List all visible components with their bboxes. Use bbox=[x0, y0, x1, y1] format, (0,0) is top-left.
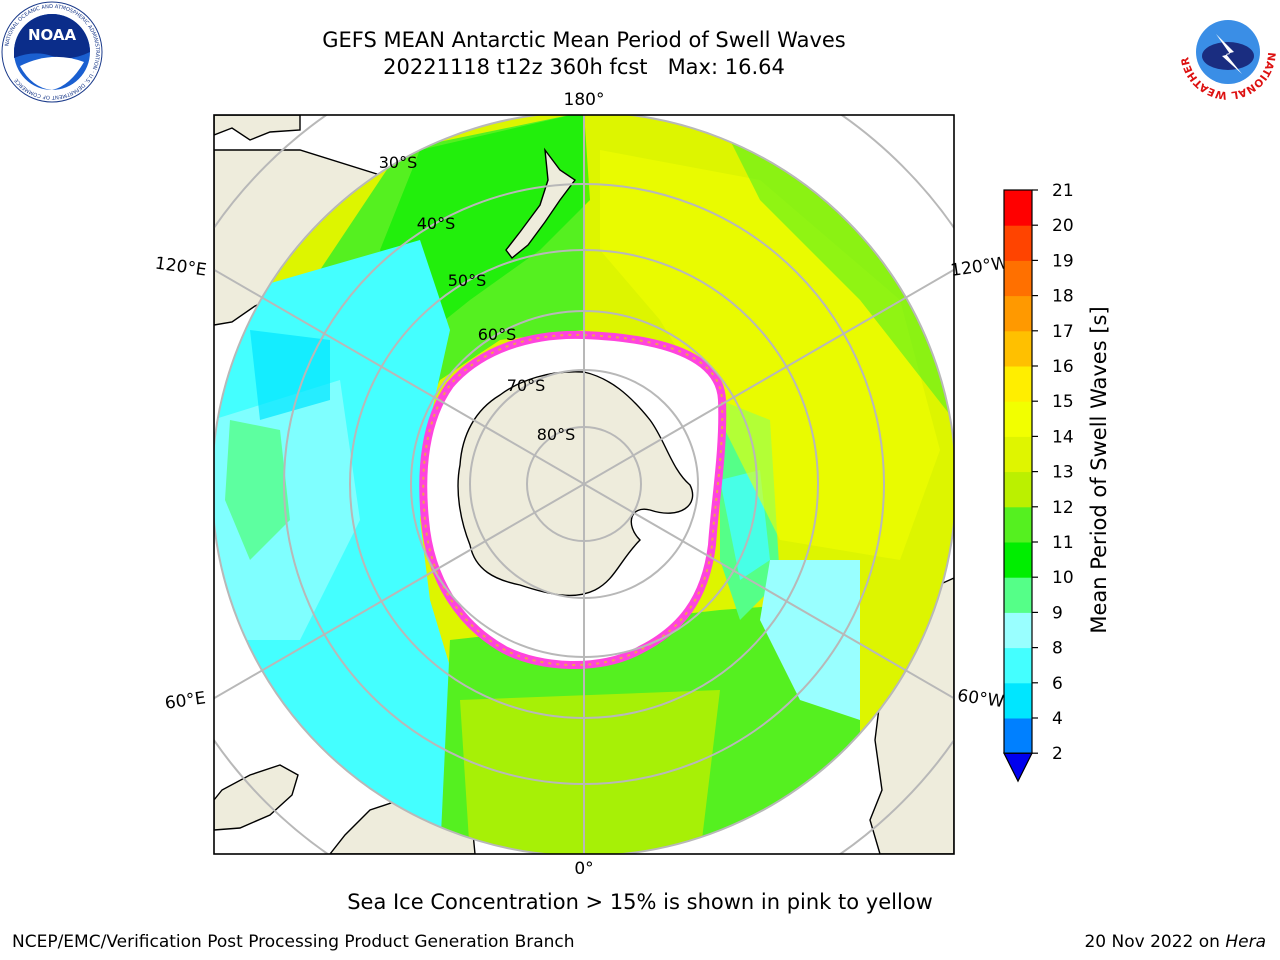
lon-label-60e: 60°E bbox=[164, 688, 207, 713]
colorbar-label: Mean Period of Swell Waves [s] bbox=[1087, 306, 1111, 633]
colorbar-bin bbox=[1004, 366, 1032, 402]
colorbar-tick-label: 18 bbox=[1052, 287, 1074, 307]
footer-date: 20 Nov 2022 on Hera bbox=[1084, 932, 1266, 952]
colorbar-bin bbox=[1004, 506, 1032, 543]
lat-label-40s: 40°S bbox=[417, 214, 456, 233]
map-panel bbox=[214, 115, 954, 854]
colorbar-tick-label: 11 bbox=[1052, 533, 1074, 553]
colorbar-bin bbox=[1004, 682, 1032, 719]
colorbar-bin bbox=[1004, 647, 1032, 684]
colorbar-bin bbox=[1004, 542, 1032, 578]
colorbar-bin bbox=[1004, 330, 1032, 367]
noaa-logo: NOAA NATIONAL OCEANIC AND ATMOSPHERIC AD… bbox=[1, 1, 103, 103]
lon-label-120e: 120°E bbox=[154, 254, 208, 281]
colorbar-tick-label: 4 bbox=[1052, 709, 1063, 729]
colorbar-bin bbox=[1004, 612, 1032, 649]
new-zealand bbox=[505, 147, 577, 260]
colorbar-tick-label: 15 bbox=[1052, 392, 1074, 412]
colorbar-tick-label: 8 bbox=[1052, 639, 1063, 659]
colorbar-bin bbox=[1004, 190, 1032, 226]
colorbar-bin bbox=[1004, 295, 1032, 332]
lat-label-70s: 70°S bbox=[507, 376, 546, 395]
chart-title: GEFS MEAN Antarctic Mean Period of Swell… bbox=[322, 28, 846, 52]
map-frame bbox=[213, 114, 955, 855]
lat-label-80s: 80°S bbox=[537, 425, 576, 444]
colorbar-tick-label: 2 bbox=[1052, 744, 1063, 764]
colorbar-tick-label: 10 bbox=[1052, 568, 1074, 588]
lat-label-60s: 60°S bbox=[478, 325, 517, 344]
footer-host: Hera bbox=[1225, 932, 1266, 952]
colorbar-tick-label: 14 bbox=[1052, 427, 1074, 447]
colorbar-tick-label: 9 bbox=[1052, 603, 1063, 623]
footer-credit: NCEP/EMC/Verification Post Processing Pr… bbox=[12, 932, 575, 952]
colorbar-bin bbox=[1004, 260, 1032, 297]
graticule bbox=[214, 115, 954, 854]
nws-logo: NATIONAL WEATHER SERVICE bbox=[1176, 0, 1277, 101]
sea-ice-note: Sea Ice Concentration > 15% is shown in … bbox=[347, 890, 933, 914]
colorbar-under-arrow bbox=[1003, 752, 1033, 783]
chart-subtitle: 20221118 t12z 360h fcst Max: 16.64 bbox=[383, 55, 785, 79]
colorbar-bin bbox=[1004, 471, 1032, 508]
colorbar-bin bbox=[1004, 401, 1032, 437]
lon-label-180: 180° bbox=[564, 90, 605, 110]
colorbar-bin bbox=[1004, 225, 1032, 261]
colorbar-tick-label: 13 bbox=[1052, 463, 1074, 483]
colorbar-bin bbox=[1004, 436, 1032, 473]
colorbar-tick-label: 12 bbox=[1052, 498, 1074, 518]
antarctica-landmass bbox=[457, 371, 694, 597]
lon-label-60w: 60°W bbox=[956, 686, 1005, 712]
colorbar-tick-label: 20 bbox=[1052, 216, 1074, 236]
colorbar-tick-label: 21 bbox=[1052, 181, 1074, 201]
colorbar-tick-label: 6 bbox=[1052, 674, 1063, 694]
colorbar: 2 4 6 8 9 10 11 12 13 14 15 16 17 18 19 20 21 bbox=[1003, 181, 1074, 783]
lat-label-50s: 50°S bbox=[448, 271, 487, 290]
footer-date-text: 20 Nov 2022 on bbox=[1084, 932, 1226, 952]
colorbar-tick-label: 17 bbox=[1052, 322, 1074, 342]
lon-label-0: 0° bbox=[574, 859, 593, 879]
lat-label-30s: 30°S bbox=[379, 153, 418, 172]
colorbar-bin bbox=[1004, 577, 1032, 613]
colorbar-bin bbox=[1004, 718, 1032, 754]
noaa-logo-text: NOAA bbox=[28, 26, 77, 44]
colorbar-tick-label: 19 bbox=[1052, 251, 1074, 271]
lon-label-120w: 120°W bbox=[949, 253, 1009, 281]
colorbar-tick-label: 16 bbox=[1052, 357, 1074, 377]
